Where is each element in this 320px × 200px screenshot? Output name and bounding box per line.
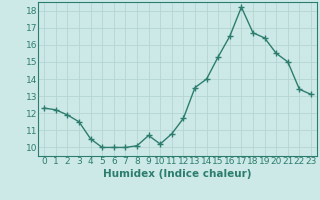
X-axis label: Humidex (Indice chaleur): Humidex (Indice chaleur) xyxy=(103,169,252,179)
